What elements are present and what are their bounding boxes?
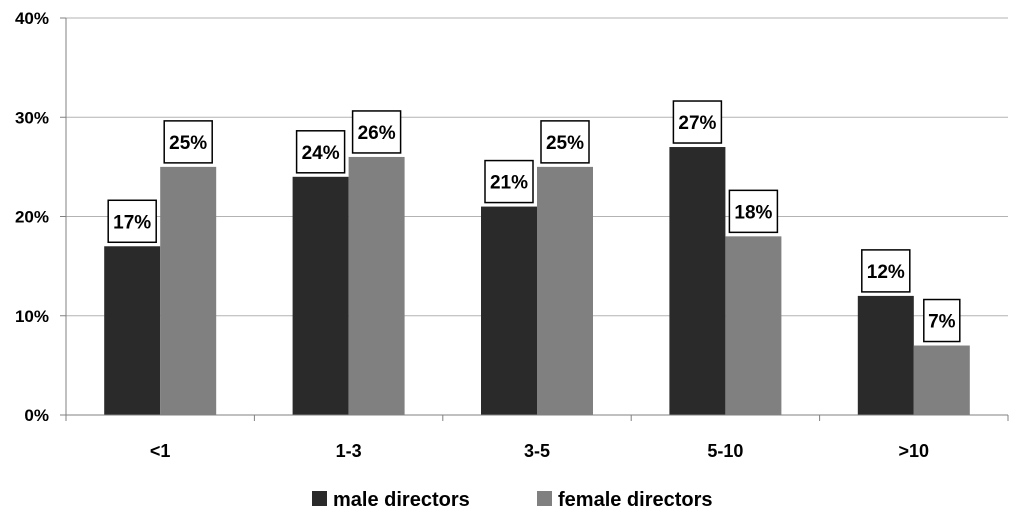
- x-tick-label: 1-3: [336, 441, 362, 461]
- data-label: 7%: [928, 312, 956, 333]
- data-label: 21%: [490, 173, 528, 194]
- legend-label: female directors: [558, 489, 713, 511]
- bar: [481, 206, 537, 415]
- y-tick-label: 20%: [15, 208, 49, 227]
- legend-label: male directors: [333, 489, 470, 511]
- y-tick-label: 40%: [15, 9, 49, 28]
- x-tick-label: 3-5: [524, 441, 550, 461]
- bar: [669, 147, 726, 415]
- data-label-box: [107, 199, 157, 244]
- data-label: 24%: [302, 143, 340, 164]
- data-label-box: [484, 159, 534, 204]
- x-tick-label: >10: [899, 441, 930, 461]
- data-label: 12%: [867, 262, 905, 283]
- y-tick-labels: 0% 10% 20% 30% 40%: [15, 9, 49, 425]
- bars: [104, 147, 970, 415]
- x-tick-labels: <1 1-3 3-5 5-10 >10: [150, 441, 929, 461]
- data-label: 25%: [546, 133, 584, 154]
- y-tick-label: 0%: [24, 406, 49, 425]
- data-label: 17%: [113, 212, 151, 233]
- data-label-box: [728, 189, 779, 234]
- y-tick-label: 30%: [15, 108, 49, 127]
- data-label-box: [923, 298, 961, 343]
- axes: [60, 17, 1009, 421]
- data-labels: 17% 25% 24% 26% 21% 25% 27% 18% 12% 7%: [107, 100, 961, 343]
- x-tick-label: 5-10: [707, 441, 743, 461]
- data-label: 26%: [358, 123, 396, 144]
- bar: [292, 176, 349, 415]
- bar: [104, 246, 161, 415]
- data-label: 18%: [734, 202, 772, 223]
- bar: [913, 345, 970, 415]
- legend-swatch: [537, 491, 552, 506]
- data-label: 27%: [678, 113, 716, 134]
- x-tick-label: <1: [150, 441, 171, 461]
- legend: male directors female directors: [312, 489, 713, 511]
- bar: [160, 166, 217, 415]
- data-label-box: [540, 120, 590, 164]
- y-tick-label: 10%: [15, 307, 49, 326]
- data-label-box: [351, 110, 402, 154]
- data-label-box: [861, 249, 911, 293]
- bar: [537, 166, 593, 415]
- bar: [725, 236, 782, 415]
- bar: [348, 156, 405, 415]
- bar: [857, 295, 914, 415]
- data-label: 25%: [169, 133, 207, 154]
- data-label-box: [295, 130, 346, 174]
- data-label-box: [672, 100, 723, 144]
- legend-swatch: [312, 491, 327, 506]
- data-label-box: [163, 120, 213, 164]
